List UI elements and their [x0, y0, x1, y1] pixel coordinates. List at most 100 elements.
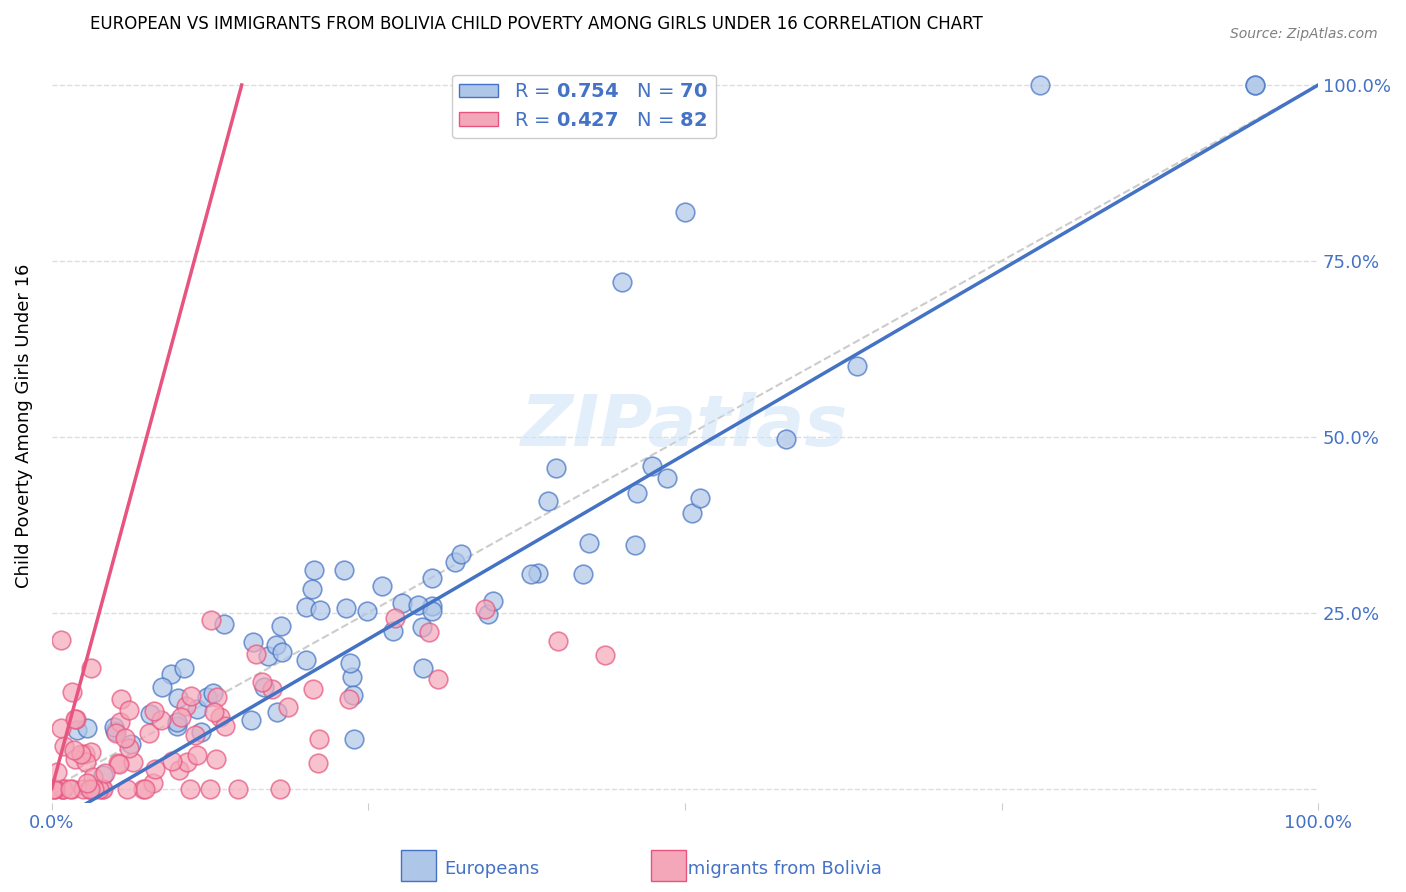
Point: [176, 755, 198, 769]
Point: [83, 781, 105, 796]
Point: [845, 359, 868, 374]
Point: [110, 691, 132, 706]
Point: [544, 461, 567, 475]
Text: EUROPEAN VS IMMIGRANTS FROM BOLIVIA CHILD POVERTY AMONG GIRLS UNDER 16 CORRELATI: EUROPEAN VS IMMIGRANTS FROM BOLIVIA CHIL…: [90, 15, 983, 33]
Point: [547, 634, 569, 648]
Point: [44, 781, 66, 796]
Point: [166, 714, 188, 729]
Point: [91, 781, 114, 796]
Point: [253, 680, 276, 694]
Point: [152, 680, 174, 694]
Point: [166, 718, 188, 732]
Point: [93, 781, 115, 796]
Point: [302, 682, 325, 697]
Point: [239, 713, 262, 727]
Point: [76, 721, 98, 735]
Point: [245, 647, 267, 661]
Point: [262, 682, 284, 697]
Legend: R = $\bf{0.754}$   N = $\bf{70}$, R = $\bf{0.427}$   N = $\bf{82}$: R = $\bf{0.754}$ N = $\bf{70}$, R = $\bf…: [451, 75, 716, 138]
Point: [79, 661, 101, 675]
Point: [58, 781, 80, 796]
Point: [482, 593, 505, 607]
Point: [681, 506, 703, 520]
Point: [1028, 78, 1050, 92]
Point: [138, 707, 160, 722]
Point: [46, 765, 69, 780]
Point: [44, 781, 66, 796]
Point: [266, 638, 288, 652]
Point: [82, 771, 104, 785]
Point: [337, 692, 360, 706]
Point: [49, 721, 72, 735]
Point: [63, 712, 86, 726]
Point: [673, 204, 696, 219]
Point: [269, 781, 291, 796]
Point: [294, 653, 316, 667]
Point: [120, 737, 142, 751]
Point: [115, 781, 138, 796]
Point: [107, 756, 129, 770]
Point: [242, 635, 264, 649]
Point: [114, 731, 136, 745]
Point: [420, 571, 443, 585]
Point: [173, 661, 195, 675]
Point: [51, 781, 73, 796]
Point: [42, 781, 65, 796]
Point: [72, 781, 94, 796]
Point: [775, 432, 797, 446]
Point: [450, 547, 472, 561]
Point: [370, 579, 392, 593]
Point: [132, 781, 155, 796]
Point: [110, 714, 132, 729]
Y-axis label: Child Poverty Among Girls Under 16: Child Poverty Among Girls Under 16: [15, 264, 32, 589]
Point: [301, 582, 323, 597]
Point: [66, 723, 89, 738]
Point: [335, 601, 357, 615]
Point: [63, 752, 86, 766]
Point: [277, 700, 299, 714]
Point: [76, 775, 98, 789]
Point: [49, 632, 72, 647]
Point: [138, 725, 160, 739]
Point: [294, 599, 316, 614]
Point: [204, 705, 226, 719]
Point: [333, 563, 356, 577]
Point: [593, 648, 616, 663]
Point: [271, 645, 294, 659]
Point: [257, 649, 280, 664]
Point: [103, 720, 125, 734]
Point: [89, 781, 111, 796]
Point: [186, 702, 208, 716]
Point: [142, 776, 165, 790]
Point: [103, 724, 125, 739]
Point: [204, 752, 226, 766]
Point: [134, 781, 156, 796]
Point: [624, 537, 647, 551]
Point: [412, 661, 434, 675]
Point: [207, 690, 229, 705]
Point: [62, 781, 84, 796]
Point: [214, 617, 236, 632]
Point: [202, 686, 225, 700]
Point: [75, 755, 97, 769]
Point: [1243, 78, 1265, 92]
Point: [118, 703, 141, 717]
Point: [420, 599, 443, 613]
Point: [167, 763, 190, 777]
Point: [118, 741, 141, 756]
Point: [53, 739, 76, 754]
Point: [1243, 78, 1265, 92]
Point: [160, 754, 183, 768]
Point: [391, 596, 413, 610]
Point: [342, 688, 364, 702]
Point: [307, 756, 329, 771]
Point: [143, 704, 166, 718]
Point: [309, 602, 332, 616]
Point: [270, 618, 292, 632]
Point: [170, 709, 193, 723]
Bar: [651, 850, 686, 881]
Point: [80, 745, 103, 759]
Point: [190, 725, 212, 739]
Point: [180, 689, 202, 703]
Point: [150, 714, 173, 728]
